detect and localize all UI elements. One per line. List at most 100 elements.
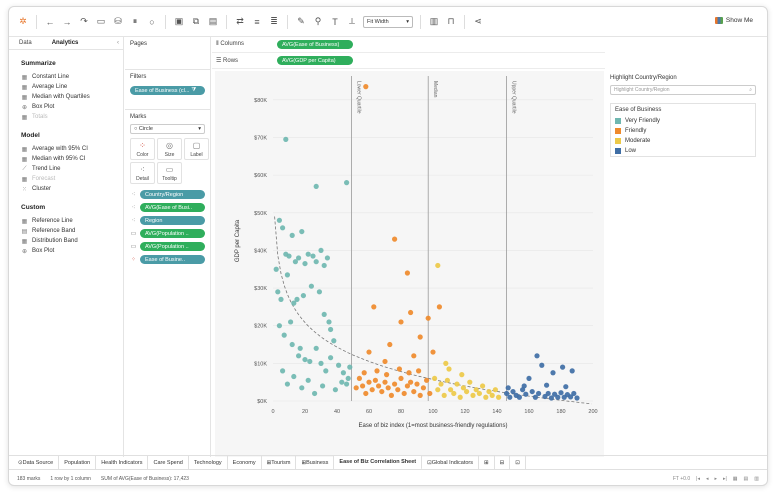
- data-point[interactable]: [320, 383, 326, 389]
- data-point[interactable]: [529, 388, 535, 395]
- fix-axes-icon[interactable]: ⟂: [348, 16, 355, 26]
- trend-line[interactable]: [274, 216, 592, 405]
- data-point[interactable]: [366, 379, 372, 385]
- data-point[interactable]: [289, 232, 295, 238]
- data-point[interactable]: [464, 388, 470, 395]
- data-point[interactable]: [470, 392, 476, 398]
- data-point[interactable]: [486, 388, 492, 395]
- data-point[interactable]: [507, 394, 513, 400]
- refresh-icon[interactable]: ○: [149, 16, 155, 27]
- data-point[interactable]: [275, 289, 281, 295]
- sheet-tab[interactable]: ⊡ Global Indicators: [422, 455, 480, 470]
- data-point[interactable]: [476, 390, 482, 397]
- data-point[interactable]: [294, 296, 300, 302]
- data-point[interactable]: [480, 383, 486, 389]
- data-point[interactable]: [571, 390, 577, 397]
- data-point[interactable]: [307, 358, 313, 365]
- fit-select[interactable]: Fit Width ▾: [363, 15, 413, 28]
- data-point[interactable]: [406, 370, 412, 376]
- data-point[interactable]: [435, 262, 441, 269]
- data-point[interactable]: [299, 228, 305, 235]
- swap-icon[interactable]: ⇄: [236, 16, 244, 26]
- mark-type-select[interactable]: ○ Circle ▾: [130, 124, 205, 134]
- data-point[interactable]: [504, 390, 510, 397]
- mark-field-pill[interactable]: AVG(Population ..: [140, 229, 205, 238]
- data-point[interactable]: [408, 379, 414, 385]
- data-point[interactable]: [444, 377, 450, 383]
- sheet-tab[interactable]: Care Spend: [148, 455, 189, 470]
- new-sheet-icon[interactable]: ▣: [174, 16, 184, 26]
- tooltip-button[interactable]: ▭ Tooltip: [157, 162, 182, 184]
- data-point[interactable]: [340, 370, 346, 376]
- data-point[interactable]: [523, 391, 529, 397]
- data-point[interactable]: [496, 394, 502, 400]
- data-point[interactable]: [555, 394, 561, 400]
- legend-item[interactable]: Friendly: [611, 126, 755, 136]
- data-point[interactable]: [441, 392, 447, 398]
- data-point[interactable]: [278, 296, 284, 302]
- data-point[interactable]: [379, 388, 385, 395]
- sheet-tab[interactable]: Health Indicators: [96, 455, 149, 470]
- data-point[interactable]: [384, 372, 390, 378]
- data-point[interactable]: [516, 394, 522, 400]
- data-point[interactable]: [276, 323, 282, 329]
- data-point[interactable]: [460, 385, 466, 391]
- sheet-tab[interactable]: ⊞ Tourism: [262, 455, 297, 470]
- data-point[interactable]: [392, 236, 398, 242]
- data-point[interactable]: [574, 395, 580, 401]
- data-point[interactable]: [544, 382, 550, 388]
- data-point[interactable]: [492, 387, 498, 393]
- label-button[interactable]: ▢ Label: [184, 138, 209, 160]
- analytics-item[interactable]: ▦ Distribution Band: [21, 236, 113, 246]
- data-point[interactable]: [420, 385, 426, 391]
- data-point[interactable]: [550, 370, 556, 376]
- mark-field-pill[interactable]: AVG(Ease of Busi..: [140, 203, 205, 212]
- data-point[interactable]: [532, 394, 538, 400]
- data-point[interactable]: [560, 364, 566, 370]
- tableau-logo-icon[interactable]: ✲: [19, 16, 27, 26]
- analytics-item[interactable]: ⟋ Trend Line: [21, 164, 113, 174]
- legend-item[interactable]: Moderate: [611, 136, 755, 146]
- data-point[interactable]: [374, 368, 380, 374]
- data-point[interactable]: [545, 390, 551, 397]
- sheet-tab[interactable]: Ease of Biz Correlation Sheet: [334, 455, 423, 470]
- data-point[interactable]: [446, 366, 452, 372]
- data-point[interactable]: [505, 385, 511, 391]
- data-point[interactable]: [398, 375, 404, 382]
- data-point[interactable]: [328, 326, 334, 333]
- color-button[interactable]: ⁘ Color: [130, 138, 155, 160]
- data-point[interactable]: [361, 370, 367, 376]
- data-point[interactable]: [536, 390, 542, 397]
- data-point[interactable]: [313, 183, 319, 190]
- data-point[interactable]: [563, 384, 569, 390]
- data-point[interactable]: [356, 375, 362, 382]
- data-point[interactable]: [273, 266, 279, 272]
- first-sheet-icon[interactable]: |◂: [696, 475, 700, 482]
- data-point[interactable]: [326, 319, 332, 325]
- data-point[interactable]: [336, 362, 342, 368]
- group-icon[interactable]: ⚲: [314, 16, 322, 26]
- data-point[interactable]: [344, 180, 350, 186]
- analytics-item[interactable]: ⊕ Box Plot: [21, 102, 113, 112]
- data-point[interactable]: [424, 377, 430, 383]
- data-point[interactable]: [398, 319, 404, 325]
- data-point[interactable]: [382, 358, 388, 365]
- data-point[interactable]: [438, 381, 444, 387]
- data-point[interactable]: [313, 259, 319, 265]
- data-point[interactable]: [363, 390, 369, 397]
- data-point[interactable]: [323, 368, 329, 374]
- data-point[interactable]: [483, 394, 489, 400]
- data-point[interactable]: [558, 390, 564, 396]
- data-point[interactable]: [318, 360, 324, 366]
- data-point[interactable]: [425, 315, 431, 321]
- data-point[interactable]: [427, 390, 433, 397]
- data-point[interactable]: [331, 338, 337, 344]
- data-point[interactable]: [316, 289, 322, 295]
- data-point[interactable]: [417, 392, 423, 398]
- sort-asc-icon[interactable]: ≡: [254, 16, 260, 27]
- data-point[interactable]: [432, 375, 438, 382]
- detail-button[interactable]: ⁖ Detail: [130, 162, 155, 184]
- analytics-item[interactable]: ⊕ Box Plot: [21, 246, 113, 256]
- data-point[interactable]: [283, 136, 289, 142]
- data-point[interactable]: [414, 381, 420, 387]
